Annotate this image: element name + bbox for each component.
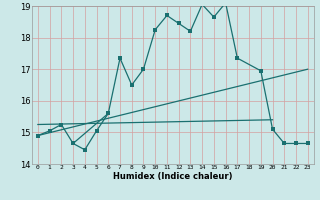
- X-axis label: Humidex (Indice chaleur): Humidex (Indice chaleur): [113, 172, 233, 181]
